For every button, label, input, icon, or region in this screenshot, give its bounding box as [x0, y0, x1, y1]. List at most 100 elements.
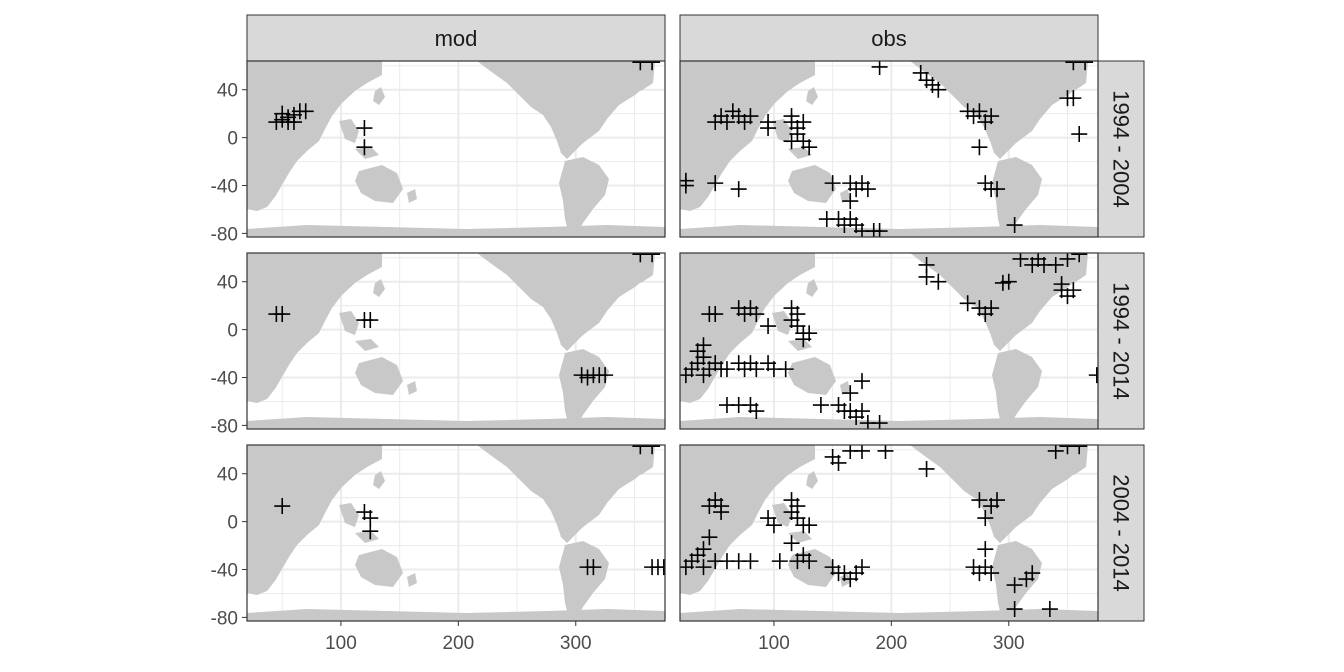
panel-obs [679, 444, 1099, 622]
data-point [1006, 217, 1023, 234]
data-point [989, 492, 1006, 509]
x-tick-label: 200 [442, 633, 474, 654]
data-point [795, 331, 812, 348]
data-point [871, 415, 888, 429]
data-point [859, 181, 876, 198]
facet-strip-row-label: 1994 - 2004 [1109, 90, 1134, 207]
data-point [274, 105, 291, 122]
panel-border [679, 444, 1099, 622]
data-point [655, 559, 665, 576]
data-point [1012, 253, 1029, 267]
data-point [1000, 273, 1017, 290]
data-point [1041, 601, 1058, 618]
data-point [718, 114, 735, 131]
facet-strip-row [1097, 444, 1145, 622]
data-point [783, 133, 800, 150]
panel-border [246, 252, 666, 430]
facet-strip-mod [246, 14, 666, 62]
data-point [853, 559, 870, 576]
data-point [1059, 253, 1076, 267]
data-point [877, 445, 894, 459]
data-point [871, 223, 888, 237]
data-point [977, 541, 994, 558]
x-tick-label: 100 [758, 633, 790, 654]
data-point [1053, 276, 1070, 293]
data-point [713, 504, 730, 521]
data-point [842, 193, 859, 210]
data-point [742, 108, 759, 125]
data-point [795, 114, 812, 131]
data-point [1077, 61, 1094, 71]
data-point [695, 337, 712, 354]
data-point [644, 445, 661, 455]
data-point [930, 273, 947, 290]
data-point [959, 295, 976, 312]
y-tick-label: 0 [227, 129, 238, 150]
data-point [853, 445, 870, 459]
data-point [1065, 282, 1082, 299]
data-point [801, 139, 818, 156]
panel-border [246, 60, 666, 238]
data-point [983, 300, 1000, 317]
data-point [971, 103, 988, 120]
y-tick-label: -40 [211, 561, 238, 582]
data-point [1024, 565, 1041, 582]
data-point [1047, 445, 1064, 459]
panel-border [679, 60, 1099, 238]
data-point [1006, 577, 1023, 594]
data-point [812, 397, 829, 414]
data-point [977, 510, 994, 527]
panel-obs [679, 252, 1099, 430]
y-tick-label: 0 [227, 321, 238, 342]
panel-mod [246, 60, 666, 238]
data-point [771, 553, 788, 570]
data-point [748, 403, 765, 420]
y-tick-label: -40 [211, 369, 238, 390]
facet-strip-label: mod [435, 26, 478, 51]
y-tick-label: 40 [217, 465, 238, 486]
data-point [760, 120, 777, 137]
facet-strip-obs [679, 14, 1099, 62]
data-point [695, 541, 712, 558]
panel-border [246, 444, 666, 622]
data-point [1088, 367, 1098, 384]
data-point [356, 139, 373, 156]
facet-strip-row-label: 2004 - 2014 [1109, 474, 1134, 591]
data-point [1071, 126, 1088, 143]
y-tick-label: 40 [217, 273, 238, 294]
data-point [760, 318, 777, 335]
data-point [362, 312, 379, 329]
data-point [356, 120, 373, 137]
x-tick-label: 300 [560, 633, 592, 654]
data-point [748, 361, 765, 378]
data-point [362, 523, 379, 540]
panel-mod [246, 444, 666, 622]
data-point [801, 553, 818, 570]
y-tick-label: -80 [211, 224, 238, 245]
data-point [748, 306, 765, 323]
data-point [830, 454, 847, 471]
data-point [971, 492, 988, 509]
data-point [718, 361, 735, 378]
data-point [918, 268, 935, 285]
x-tick-label: 200 [875, 633, 907, 654]
data-point [644, 61, 661, 71]
data-point [742, 553, 759, 570]
data-point [801, 517, 818, 534]
data-point [983, 565, 1000, 582]
data-point [1071, 253, 1088, 263]
panel-obs [679, 60, 1099, 238]
data-point [1065, 90, 1082, 107]
data-point [1047, 256, 1064, 273]
data-point [765, 517, 782, 534]
facet-strip-row [1097, 60, 1145, 238]
data-point [597, 367, 614, 384]
data-point [871, 61, 888, 75]
panel-border [679, 252, 1099, 430]
data-point [971, 139, 988, 156]
y-tick-label: 40 [217, 81, 238, 102]
data-point [777, 361, 794, 378]
y-tick-label: 0 [227, 513, 238, 534]
y-tick-label: -40 [211, 177, 238, 198]
